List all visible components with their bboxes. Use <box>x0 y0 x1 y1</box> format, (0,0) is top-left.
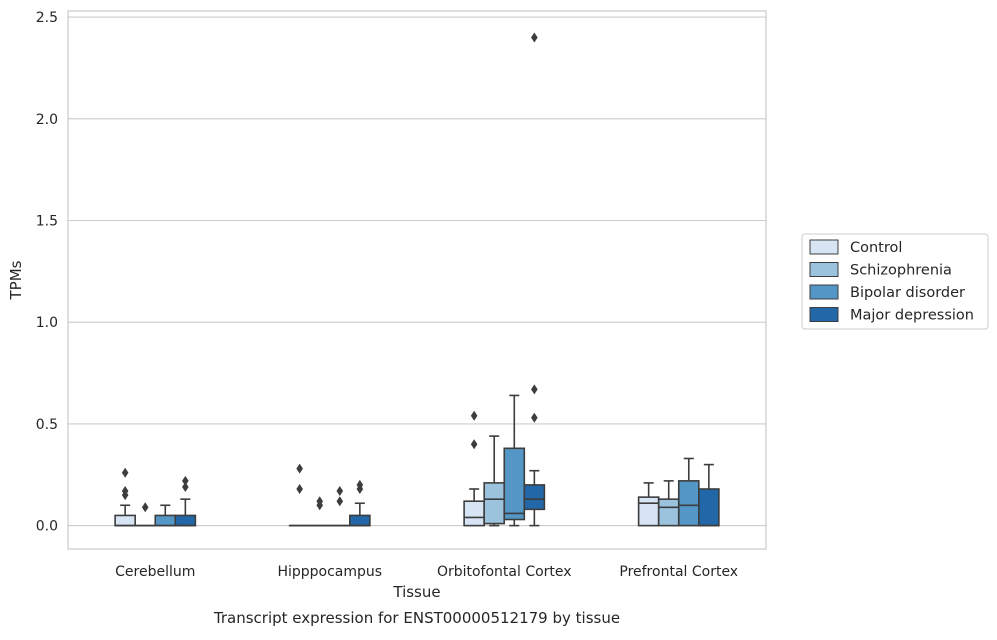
outlier-point <box>296 464 303 474</box>
y-tick-label: 0.0 <box>36 519 58 535</box>
box-plot <box>639 483 659 526</box>
box-body <box>504 448 524 519</box>
box-body <box>524 485 544 509</box>
outlier-point <box>336 486 343 496</box>
y-tick-label: 2.0 <box>36 112 58 128</box>
box-plot <box>524 32 544 525</box>
outlier-point <box>296 484 303 494</box>
box-plot <box>679 458 699 525</box>
outlier-point <box>471 411 478 421</box>
box-plot <box>135 502 155 525</box>
box-plot <box>155 505 175 525</box>
y-tick-labels: 0.0 0.5 1.0 1.5 2.0 2.5 <box>36 10 58 535</box>
box-body <box>679 481 699 526</box>
box-body <box>639 497 659 525</box>
box-body <box>115 515 135 525</box>
box-plot <box>504 395 524 525</box>
box-plot <box>464 411 484 526</box>
box-plot <box>290 464 310 526</box>
legend-swatch <box>810 263 838 277</box>
x-tick-label: Hipppocampus <box>277 564 382 580</box>
chart-caption: Transcript expression for ENST0000051217… <box>213 609 620 627</box>
outlier-point <box>142 502 149 512</box>
box-plot <box>659 481 679 526</box>
box-body <box>484 483 504 524</box>
box-plot <box>350 480 370 526</box>
plot-frame <box>68 11 766 549</box>
box-plot <box>175 476 195 526</box>
outlier-point <box>122 468 129 478</box>
outlier-point <box>531 32 538 42</box>
box-series <box>115 32 719 525</box>
legend-label: Schizophrenia <box>850 263 952 279</box>
box-body <box>155 515 175 525</box>
box-body <box>175 515 195 525</box>
box-plot <box>310 496 330 525</box>
box-body <box>659 499 679 525</box>
box-plot <box>330 486 350 526</box>
outlier-point <box>336 496 343 506</box>
box-plot <box>699 465 719 526</box>
legend-swatch <box>810 308 838 322</box>
y-tick-label: 1.5 <box>36 214 58 230</box>
y-tick-label: 0.5 <box>36 417 58 433</box>
x-axis-label: Tissue <box>392 583 440 601</box>
outlier-point <box>471 439 478 449</box>
y-axis-label: TPMs <box>7 260 25 300</box>
legend-label: Bipolar disorder <box>850 285 965 301</box>
gridlines <box>68 17 766 526</box>
box-plot <box>115 468 135 526</box>
x-tick-label: Prefrontal Cortex <box>619 564 738 580</box>
box-body <box>464 501 484 525</box>
legend-label: Control <box>850 240 902 256</box>
outlier-point <box>182 476 189 486</box>
outlier-point <box>531 384 538 394</box>
x-tick-label: Cerebellum <box>115 564 195 580</box>
box-body <box>699 489 719 526</box>
outlier-point <box>531 413 538 423</box>
legend-swatch <box>810 240 838 254</box>
y-tick-label: 1.0 <box>36 315 58 331</box>
legend-label: Major depression <box>850 308 974 324</box>
x-tick-labels: Cerebellum Hipppocampus Orbitofontal Corte… <box>115 564 738 580</box>
box-body <box>350 515 370 525</box>
legend: Control Schizophrenia Bipolar disorder Majo… <box>802 234 988 329</box>
y-tick-label: 2.5 <box>36 10 58 26</box>
box-plot <box>484 436 504 525</box>
x-tick-label: Orbitofontal Cortex <box>437 564 572 580</box>
legend-swatch <box>810 285 838 299</box>
